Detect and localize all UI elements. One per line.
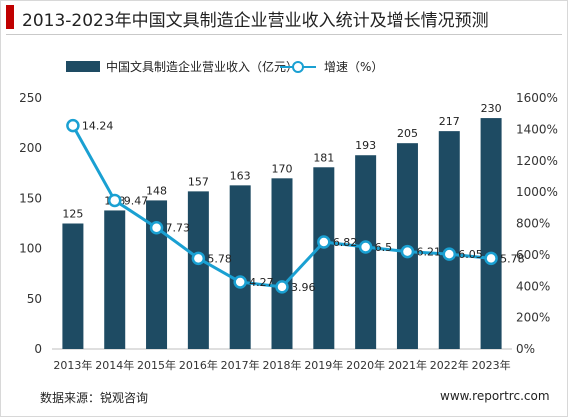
x-tick-label: 2022年 — [430, 358, 469, 372]
growth-value-label: 6.82 — [333, 236, 358, 249]
legend-line-marker — [292, 61, 304, 73]
title-bar: 2013-2023年中国文具制造企业营业收入统计及增长情况预测 — [0, 0, 568, 36]
x-tick-label: 2023年 — [472, 358, 511, 372]
bar-value-label: 157 — [188, 175, 209, 188]
bar-value-label: 148 — [146, 184, 167, 197]
growth-point — [191, 251, 206, 266]
bar — [313, 167, 335, 349]
bar — [104, 210, 126, 349]
y-left-tick-label: 250 — [19, 91, 42, 105]
growth-value-label: 3.96 — [291, 281, 316, 294]
y-left-tick-label: 50 — [27, 292, 42, 306]
bar — [480, 118, 502, 349]
growth-point — [233, 275, 247, 289]
bar-value-label: 217 — [439, 115, 460, 128]
y-right-tick-label: 400% — [516, 279, 550, 293]
y-left-tick-label: 150 — [19, 191, 42, 205]
x-tick-label: 2018年 — [263, 358, 302, 372]
x-tick-label: 2017年 — [221, 358, 260, 372]
y-right-tick-label: 200% — [516, 311, 550, 325]
watermark: www.reportrc.com — [440, 389, 550, 403]
bar-value-label: 181 — [313, 151, 334, 164]
x-tick-label: 2015年 — [137, 358, 176, 372]
bar-value-label: 170 — [272, 162, 293, 175]
growth-point — [400, 244, 415, 259]
chart-title: 2013-2023年中国文具制造企业营业收入统计及增长情况预测 — [22, 11, 489, 31]
y-right-tick-label: 800% — [516, 217, 550, 231]
growth-point — [66, 118, 80, 133]
x-tick-label: 2016年 — [179, 358, 218, 372]
y-right-tick-label: 600% — [516, 248, 550, 262]
bar — [438, 131, 460, 349]
y-left-tick-label: 100 — [19, 242, 42, 256]
bar-value-label: 193 — [355, 139, 376, 152]
x-tick-label: 2014年 — [95, 358, 134, 372]
bar-value-label: 205 — [397, 127, 418, 140]
x-tick-label: 2021年 — [388, 358, 427, 372]
growth-point — [317, 235, 331, 249]
growth-point — [442, 247, 457, 261]
growth-point — [275, 280, 289, 294]
x-tick-label: 2020年 — [346, 358, 385, 372]
title-accent-bar — [6, 5, 14, 29]
bar — [146, 200, 168, 349]
x-tick-label: 2019年 — [304, 358, 343, 372]
bar-value-label: 163 — [230, 169, 251, 182]
y-right-tick-label: 0% — [516, 342, 535, 356]
legend-bar-label: 中国文具制造企业营业收入（亿元） — [106, 60, 299, 74]
growth-point — [358, 240, 373, 254]
growth-value-label: 14.24 — [82, 120, 114, 133]
growth-value-label: 6.05 — [458, 248, 483, 261]
source-note: 数据来源：锐观咨询 — [40, 391, 149, 405]
y-left-tick-label: 200 — [19, 141, 42, 155]
legend: 中国文具制造企业营业收入（亿元） 增速（%） — [0, 56, 568, 78]
growth-value-label: 5.78 — [500, 252, 525, 265]
y-right-tick-label: 1200% — [516, 154, 558, 168]
growth-value-label: 5.78 — [207, 252, 232, 265]
x-tick-label: 2013年 — [53, 358, 92, 372]
bar — [271, 178, 293, 349]
growth-point — [484, 251, 498, 266]
growth-value-label: 4.27 — [249, 276, 274, 289]
y-right-tick-label: 1000% — [516, 185, 558, 199]
growth-value-label: 6.21 — [416, 246, 441, 259]
y-right-tick-label: 1400% — [516, 122, 558, 136]
title-divider — [6, 34, 562, 35]
growth-value-label: 7.73 — [166, 222, 191, 235]
growth-point — [107, 193, 122, 208]
legend-line-label: 增速（%） — [324, 60, 384, 74]
y-left-tick-label: 0 — [34, 342, 42, 356]
y-right-tick-label: 1600% — [516, 91, 558, 105]
bar — [62, 223, 84, 349]
growth-value-label: 6.5 — [375, 241, 393, 254]
growth-point — [149, 220, 164, 235]
bar-value-label: 230 — [481, 102, 502, 115]
growth-value-label: 9.47 — [124, 194, 148, 207]
bar — [187, 191, 209, 349]
bar-value-label: 125 — [62, 208, 83, 221]
bar — [229, 185, 251, 349]
legend-bar-swatch — [66, 61, 100, 72]
